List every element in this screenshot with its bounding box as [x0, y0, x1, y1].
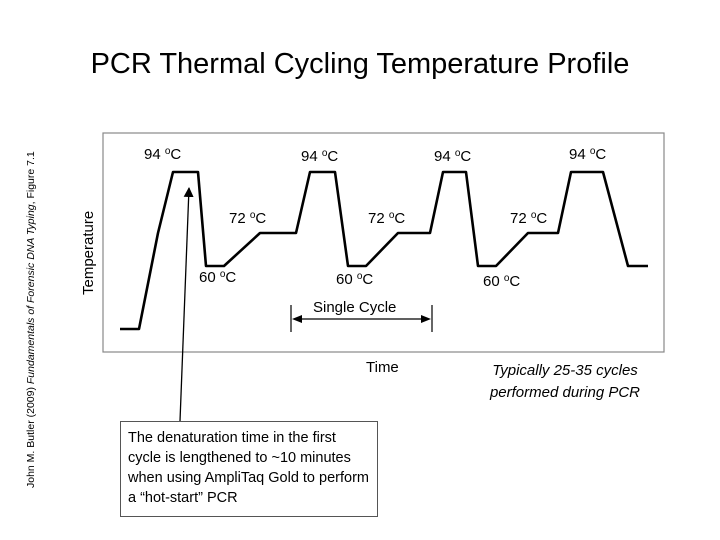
denaturation-note-box: The denaturation time in the first cycle…	[120, 421, 378, 517]
denaturation-note-text: The denaturation time in the first cycle…	[128, 430, 369, 506]
temp-label-94-2: 94 oC	[301, 148, 338, 165]
single-cycle-label: Single Cycle	[313, 299, 396, 316]
temp-label-94-3: 94 oC	[434, 148, 471, 165]
single-cycle-left-arrow	[292, 315, 302, 323]
temp-label-94-4: 94 oC	[569, 146, 606, 163]
cycles-note: Typically 25-35 cycles performed during …	[465, 360, 665, 404]
temp-label-72-2: 72 oC	[368, 210, 405, 227]
temp-label-94-1: 94 oC	[144, 146, 181, 163]
y-axis-label: Temperature	[80, 211, 97, 295]
temp-label-60-3: 60 oC	[483, 273, 520, 290]
plot-frame	[102, 132, 665, 353]
cycles-note-line-2: performed during PCR	[489, 384, 641, 401]
temperature-profile-line	[120, 170, 648, 331]
single-cycle-right-arrow	[421, 315, 431, 323]
temp-label-60-1: 60 oC	[199, 269, 236, 286]
denaturation-pointer-arrow	[179, 187, 194, 422]
temp-label-60-2: 60 oC	[336, 271, 373, 288]
page-title: PCR Thermal Cycling Temperature Profile	[90, 48, 630, 80]
temp-label-72-1: 72 oC	[229, 210, 266, 227]
cycles-note-line-1: Typically 25-35 cycles	[492, 362, 638, 379]
x-axis-label: Time	[366, 359, 399, 376]
temp-label-72-3: 72 oC	[510, 210, 547, 227]
